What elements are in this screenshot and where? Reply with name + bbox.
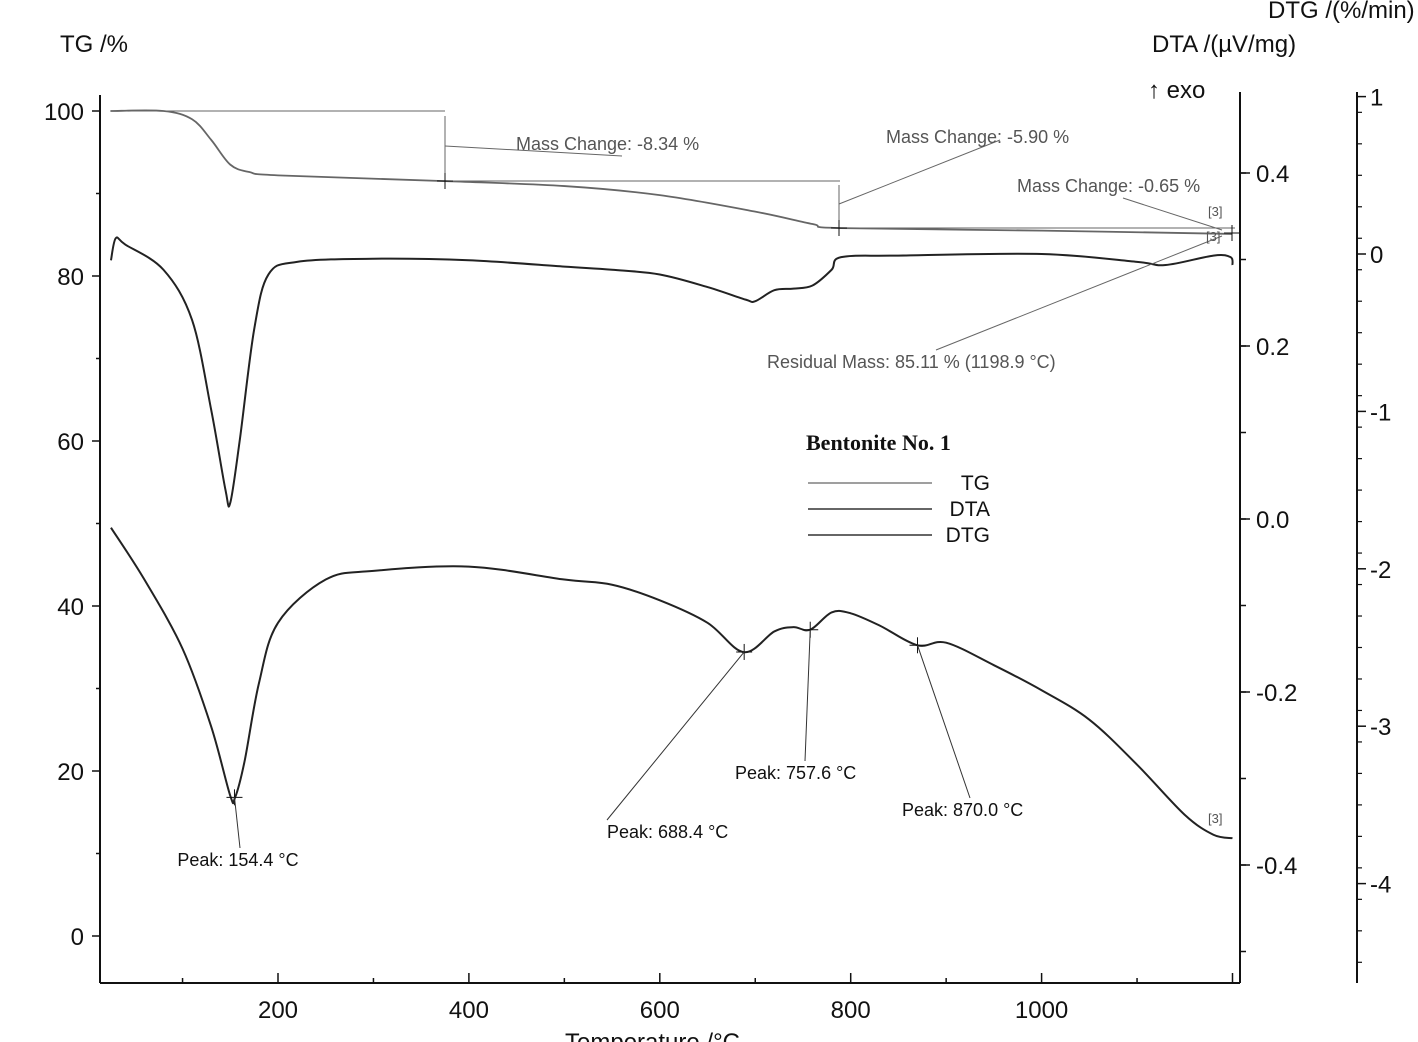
segment-marker: [3] [1208,811,1222,826]
tg-tick-label: 80 [57,264,84,291]
x-axis-label: Temperature /°C [565,1029,740,1042]
peak-label: Peak: 688.4 °C [607,822,728,842]
dta-tick-label: 0.2 [1256,334,1289,361]
mass-change-2-leader [838,139,1001,205]
x-tick-label: 1000 [1015,997,1068,1024]
residual-mass-label: Residual Mass: 85.11 % (1198.9 °C) [767,352,1056,372]
dtg-tick-label: -1 [1370,399,1391,426]
dtg-tick-label: -2 [1370,557,1391,584]
legend-dta-label: DTA [950,498,990,521]
peak-label: Peak: 870.0 °C [902,800,1023,820]
peak-label: Peak: 757.6 °C [735,763,856,783]
tg-tick-label: 40 [57,594,84,621]
tg-tick-label: 100 [44,99,84,126]
x-tick-label: 800 [831,997,871,1024]
dtg-tick-label: 0 [1370,242,1383,269]
peak-leader [233,797,241,849]
mass-change-2-label: Mass Change: -5.90 % [886,127,1069,147]
dta-tick-label: -0.4 [1256,853,1297,880]
dta-axis-label: DTA /(µV/mg) [1152,31,1296,58]
tg-tick-label: 20 [57,759,84,786]
peak-leader [804,629,811,762]
tg-axis-label: TG /% [60,31,128,58]
curve-tg [110,109,1233,235]
dta-tick-label: 0.0 [1256,507,1289,534]
dtg-axis-label: DTG /(%/min) [1268,0,1415,24]
peak-label: Peak: 154.4 °C [177,850,298,870]
mass-change-1-leader [444,145,623,157]
segment-marker: [3] [1206,229,1220,244]
x-tick-label: 200 [258,997,298,1024]
dta-tick-label: -0.2 [1256,680,1297,707]
mass-change-1-label: Mass Change: -8.34 % [516,134,699,154]
segment-marker: [3] [1208,204,1222,219]
legend-tg-label: TG [961,472,990,495]
mass-change-3-leader [1122,197,1223,231]
residual-mass-leader [935,235,1223,351]
x-tick-label: 600 [640,997,680,1024]
dtg-tick-label: 1 [1370,85,1383,112]
tg-tick-label: 60 [57,429,84,456]
peak-leader [917,645,971,799]
mass-change-3-label: Mass Change: -0.65 % [1017,176,1200,196]
chart-title: Bentonite No. 1 [806,430,951,455]
legend-dtg-label: DTG [946,524,990,547]
exo-direction-label: ↑ exo [1148,77,1205,104]
curve-dtg [109,236,1234,508]
legend: TG DTA DTG [808,472,990,547]
curve-dta [110,527,1233,840]
tg-tick-label: 0 [71,924,84,951]
x-tick-label: 400 [449,997,489,1024]
dta-tick-label: 0.4 [1256,161,1289,188]
dtg-tick-label: -3 [1370,714,1391,741]
peak-leader [606,651,745,821]
dtg-tick-label: -4 [1370,872,1391,899]
